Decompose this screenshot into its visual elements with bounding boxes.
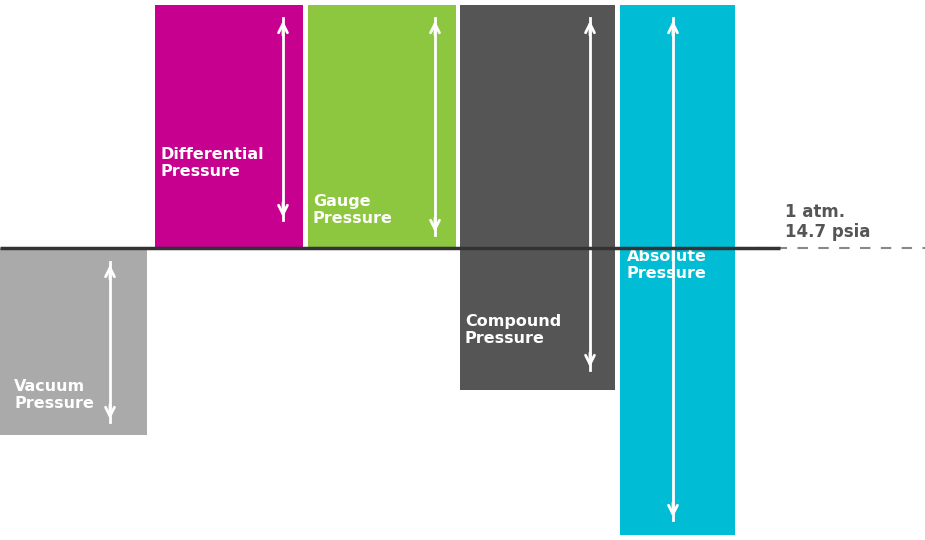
Bar [308, 5, 456, 248]
Bar [460, 5, 615, 390]
Text: Gauge
Pressure: Gauge Pressure [313, 194, 393, 226]
Text: Absolute
Pressure: Absolute Pressure [627, 249, 707, 281]
Text: Differential
Pressure: Differential Pressure [160, 147, 264, 179]
Text: 1 atm.
14.7 psia: 1 atm. 14.7 psia [785, 202, 870, 241]
Text: Vacuum
Pressure: Vacuum Pressure [14, 379, 93, 411]
Text: Compound
Pressure: Compound Pressure [465, 314, 561, 346]
Bar [620, 5, 735, 535]
Bar [155, 5, 303, 248]
Bar [0, 248, 147, 435]
